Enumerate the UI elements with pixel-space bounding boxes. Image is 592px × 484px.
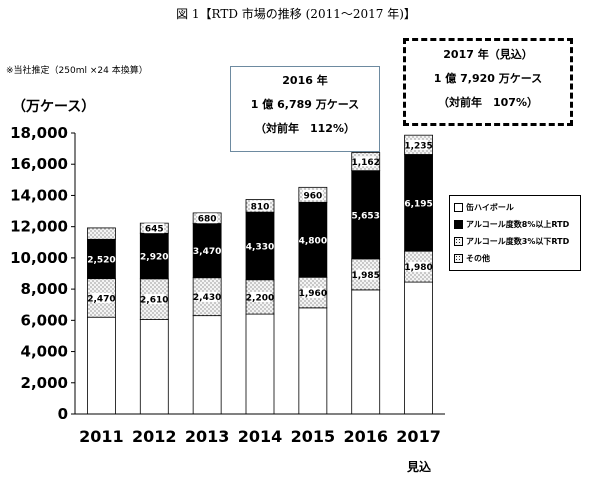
value-label: 960 bbox=[303, 191, 322, 201]
x-tick-label: 2014 bbox=[238, 427, 283, 446]
bar-segment bbox=[245, 313, 275, 415]
legend-swatch-dots bbox=[454, 237, 463, 246]
value-label: 2,200 bbox=[246, 293, 274, 303]
legend-label: アルコール度数8%以上RTD bbox=[466, 220, 570, 229]
x-tick-label: 2011 bbox=[79, 427, 124, 446]
value-label: 2,610 bbox=[140, 296, 168, 306]
value-label: 680 bbox=[198, 215, 217, 225]
value-label: 5,653 bbox=[351, 211, 379, 221]
y-tick-label: 8,000 bbox=[21, 280, 68, 298]
y-tick-label: 16,000 bbox=[10, 155, 68, 173]
bar-segment bbox=[87, 316, 116, 415]
y-axis-unit-label: （万ケース） bbox=[12, 99, 96, 115]
value-label: 4,330 bbox=[246, 242, 274, 252]
value-label: 810 bbox=[251, 202, 270, 212]
bar-segment bbox=[87, 227, 116, 240]
callout-2016: 2016 年 1 億 6,789 万ケース （対前年 112%） bbox=[230, 66, 380, 152]
y-tick-label: 6,000 bbox=[21, 311, 68, 329]
legend-label: アルコール度数3%以下RTD bbox=[466, 237, 570, 246]
value-label-bg bbox=[302, 189, 323, 200]
callout-2016-total: 1 億 6,789 万ケース bbox=[250, 98, 360, 111]
bar-segment bbox=[139, 319, 169, 415]
y-tick-label: 10,000 bbox=[10, 249, 68, 267]
bar-segment bbox=[192, 315, 222, 415]
value-label-bg bbox=[408, 261, 429, 272]
legend-item-low-alcohol: アルコール度数3%以下RTD bbox=[450, 233, 580, 250]
x-tick-label: 2016 bbox=[343, 427, 388, 446]
value-label: 2,520 bbox=[87, 255, 115, 265]
bars: 2,470 2,520 2,610 2,920 645 2,430 3,470 680 2,20… bbox=[87, 134, 433, 415]
y-axis: 0 2,000 4,000 6,000 8,000 10,000 12,000 14,000 1… bbox=[10, 124, 76, 423]
bar-segment bbox=[351, 170, 381, 260]
callout-2017-year: 2017 年（見込） bbox=[443, 48, 533, 61]
y-tick-label: 4,000 bbox=[21, 343, 68, 361]
y-tick-label: 0 bbox=[58, 405, 68, 423]
x-tick-label: 2013 bbox=[185, 427, 230, 446]
value-label: 645 bbox=[145, 225, 164, 235]
x-tick-label: 2012 bbox=[132, 427, 177, 446]
callout-2017: 2017 年（見込） 1 億 7,920 万ケース （対前年 107%） bbox=[403, 38, 573, 126]
legend-item-high-alcohol: アルコール度数8%以上RTD bbox=[450, 216, 580, 233]
figure-title: 図 1【RTD 市場の推移 (2011～2017 年)】 bbox=[176, 7, 416, 21]
value-label: 6,195 bbox=[404, 199, 432, 209]
bar-segment bbox=[192, 223, 222, 279]
forecast-note: 見込 bbox=[407, 460, 432, 474]
legend-swatch-dots bbox=[454, 254, 463, 263]
legend: 缶ハイボール アルコール度数8%以上RTD アルコール度数3%以下RTD その他 bbox=[449, 195, 581, 271]
y-tick-label: 12,000 bbox=[10, 218, 68, 236]
value-label-bg bbox=[355, 269, 376, 280]
bar-segment bbox=[404, 154, 433, 252]
callout-2017-yoy: （対前年 107%） bbox=[438, 96, 538, 109]
bar-segment bbox=[298, 201, 328, 278]
x-axis: 2011 2012 2013 2014 2015 2016 2017 bbox=[75, 413, 445, 446]
value-label: 1,980 bbox=[404, 263, 432, 273]
value-label: 4,800 bbox=[299, 236, 327, 246]
x-tick-label: 2017 bbox=[396, 427, 441, 446]
bar-segment bbox=[87, 238, 116, 280]
callout-2017-total: 1 億 7,920 万ケース bbox=[433, 72, 543, 85]
value-label-bg bbox=[144, 223, 165, 234]
value-label-bg bbox=[302, 287, 323, 298]
value-label: 3,470 bbox=[193, 247, 221, 257]
legend-label: 缶ハイボール bbox=[466, 203, 514, 212]
bar-segment bbox=[139, 232, 169, 280]
estimate-note: ※当社推定（250ml ×24 本換算） bbox=[6, 66, 148, 76]
value-label: 1,162 bbox=[351, 158, 379, 168]
value-label: 2,920 bbox=[140, 253, 168, 263]
value-label: 1,985 bbox=[351, 271, 379, 281]
bar-segment bbox=[351, 289, 381, 415]
value-label-bg bbox=[250, 200, 270, 211]
value-label-bg bbox=[197, 213, 218, 224]
callout-2016-yoy: （対前年 112%） bbox=[255, 122, 355, 135]
value-label-bg bbox=[355, 156, 376, 167]
value-label: 1,235 bbox=[404, 141, 432, 151]
value-label-bg bbox=[197, 291, 218, 302]
bar-segment bbox=[404, 281, 433, 415]
x-tick-label: 2015 bbox=[291, 427, 336, 446]
value-label-bg bbox=[250, 291, 270, 302]
bar-segment bbox=[298, 307, 328, 415]
legend-item-other: その他 bbox=[450, 250, 580, 267]
value-label-bg bbox=[408, 139, 429, 150]
value-label-bg bbox=[91, 292, 112, 303]
callout-2016-year: 2016 年 bbox=[282, 74, 328, 87]
legend-item-highball: 缶ハイボール bbox=[450, 199, 580, 216]
legend-swatch-white bbox=[454, 203, 463, 212]
y-tick-label: 18,000 bbox=[10, 124, 68, 142]
value-label: 2,470 bbox=[87, 294, 115, 304]
value-label: 2,430 bbox=[193, 293, 221, 303]
value-label-bg bbox=[144, 294, 165, 305]
legend-label: その他 bbox=[466, 254, 490, 263]
y-tick-label: 2,000 bbox=[21, 374, 68, 392]
bar-segment bbox=[245, 211, 275, 281]
legend-swatch-black bbox=[454, 220, 463, 229]
value-label: 1,960 bbox=[299, 289, 327, 299]
y-tick-label: 14,000 bbox=[10, 186, 68, 204]
